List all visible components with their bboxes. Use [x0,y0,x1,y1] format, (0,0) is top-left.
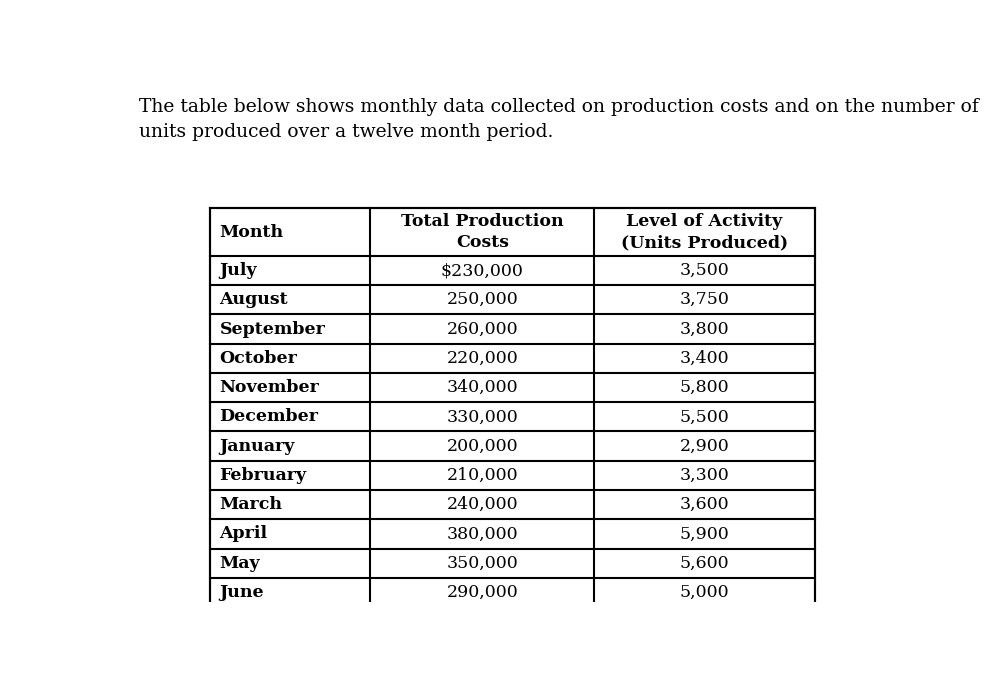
Text: 5,000: 5,000 [680,584,729,601]
Text: 220,000: 220,000 [446,349,518,367]
Text: 3,400: 3,400 [680,349,729,367]
Text: 240,000: 240,000 [446,496,518,513]
Text: February: February [220,467,307,484]
Text: 340,000: 340,000 [446,379,518,396]
Text: October: October [220,349,297,367]
Text: Total Production
Costs: Total Production Costs [401,213,564,251]
Text: 5,600: 5,600 [680,554,729,572]
Text: July: July [220,262,257,279]
Text: 3,750: 3,750 [679,291,729,308]
Text: 3,800: 3,800 [680,320,729,337]
Text: 3,300: 3,300 [680,467,729,484]
Text: May: May [220,554,260,572]
Text: 380,000: 380,000 [446,525,518,542]
Text: Month: Month [220,224,284,241]
Text: 350,000: 350,000 [446,554,518,572]
Text: 5,500: 5,500 [680,408,729,425]
Text: March: March [220,496,283,513]
Bar [210,208,815,607]
Text: The table below shows monthly data collected on production costs and on the numb: The table below shows monthly data colle… [139,98,979,141]
Text: 200,000: 200,000 [446,437,518,454]
Text: January: January [220,437,295,454]
Text: August: August [220,291,288,308]
Text: Level of Activity
(Units Produced): Level of Activity (Units Produced) [621,213,788,251]
Text: $230,000: $230,000 [441,262,524,279]
Text: 5,800: 5,800 [680,379,729,396]
Text: September: September [220,320,325,337]
Text: June: June [220,584,264,601]
Text: 2,900: 2,900 [680,437,729,454]
Text: 5,900: 5,900 [680,525,729,542]
Text: 290,000: 290,000 [446,584,518,601]
Text: December: December [220,408,319,425]
Text: November: November [220,379,319,396]
Text: 260,000: 260,000 [446,320,518,337]
Text: April: April [220,525,268,542]
Text: 330,000: 330,000 [446,408,518,425]
Text: 3,600: 3,600 [680,496,729,513]
Text: 210,000: 210,000 [446,467,518,484]
Text: 3,500: 3,500 [680,262,729,279]
Text: 250,000: 250,000 [446,291,518,308]
